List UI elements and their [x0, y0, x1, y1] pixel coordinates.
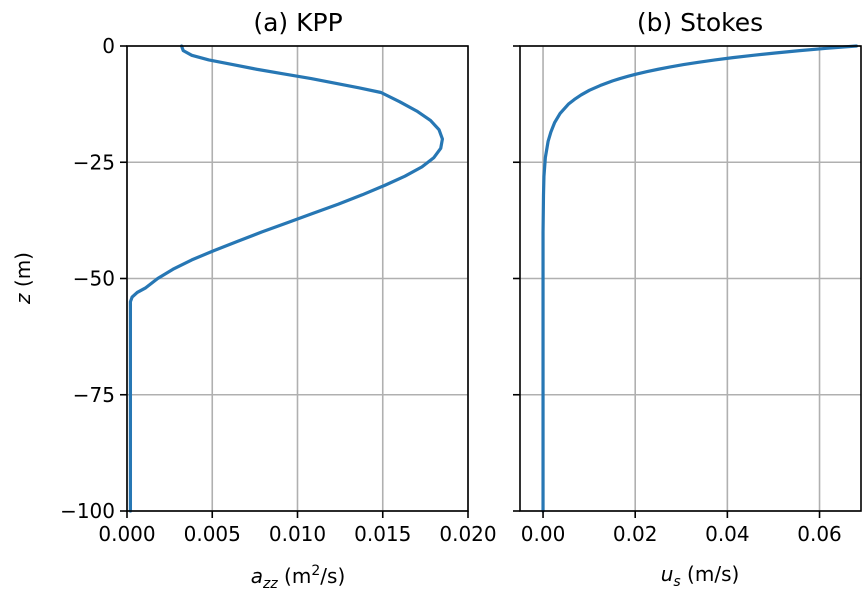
stokes-curve-group — [541, 44, 858, 513]
kpp-ytick-label: −25 — [73, 150, 115, 174]
panel-kpp: 0.000 0.005 0.010 0.015 0.0200−25−50−75−100 … — [11, 8, 497, 589]
kpp-xtick-label: 0.010 — [269, 522, 326, 546]
kpp-xtick-label: 0.000 — [98, 522, 155, 546]
kpp-ylabel: z (m) — [11, 252, 35, 305]
kpp-ytick-label: −75 — [73, 383, 115, 407]
kpp-xlabel-unit-sup: 2 — [311, 563, 320, 579]
stokes-xtick-label: 0.00 — [521, 522, 566, 546]
kpp-title: (a) KPP — [253, 8, 342, 37]
kpp-ytick-label: 0 — [102, 34, 115, 58]
kpp-xlabel: azz (m2/s) — [251, 563, 346, 589]
kpp-xlabel-unit-pre: (m — [278, 564, 312, 588]
stokes-xtick-label: 0.04 — [705, 522, 750, 546]
kpp-ytick-label: −100 — [60, 499, 115, 523]
kpp-ytick-label: −50 — [73, 267, 115, 291]
kpp-xtick-label: 0.015 — [354, 522, 411, 546]
stokes-xtick-label: 0.02 — [613, 522, 658, 546]
kpp-ylabel-symbol: z — [11, 293, 35, 305]
stokes-xlabel-subscript: s — [673, 574, 680, 589]
stokes-xtick-label: 0.06 — [797, 522, 842, 546]
kpp-grid — [126, 45, 469, 512]
kpp-series-line — [128, 44, 445, 513]
kpp-xlabel-symbol: a — [251, 564, 263, 588]
stokes-ticks: 0.00 0.02 0.04 0.06 — [513, 45, 842, 546]
kpp-xtick-label: 0.020 — [439, 522, 496, 546]
kpp-ylabel-unit: (m) — [11, 252, 35, 293]
kpp-ticks: 0.000 0.005 0.010 0.015 0.020 0 −25 −50 −75 −100 — [60, 34, 497, 546]
stokes-xlabel: us (m/s) — [661, 562, 740, 589]
stokes-grid — [520, 45, 861, 512]
stokes-title: (b) Stokes — [637, 8, 763, 37]
panel-stokes: 0.00 0.02 0.04 0.06 (b) Stokes us (m/s) — [513, 8, 862, 589]
stokes-xlabel-unit: (m/s) — [681, 562, 740, 586]
kpp-curve-group — [128, 44, 445, 513]
stokes-series-line — [541, 44, 858, 513]
stokes-xlabel-symbol: u — [661, 562, 674, 586]
kpp-xtick-label: 0.005 — [184, 522, 241, 546]
kpp-xlabel-subscript: zz — [262, 576, 278, 589]
kpp-xlabel-unit-post: /s) — [320, 564, 345, 588]
